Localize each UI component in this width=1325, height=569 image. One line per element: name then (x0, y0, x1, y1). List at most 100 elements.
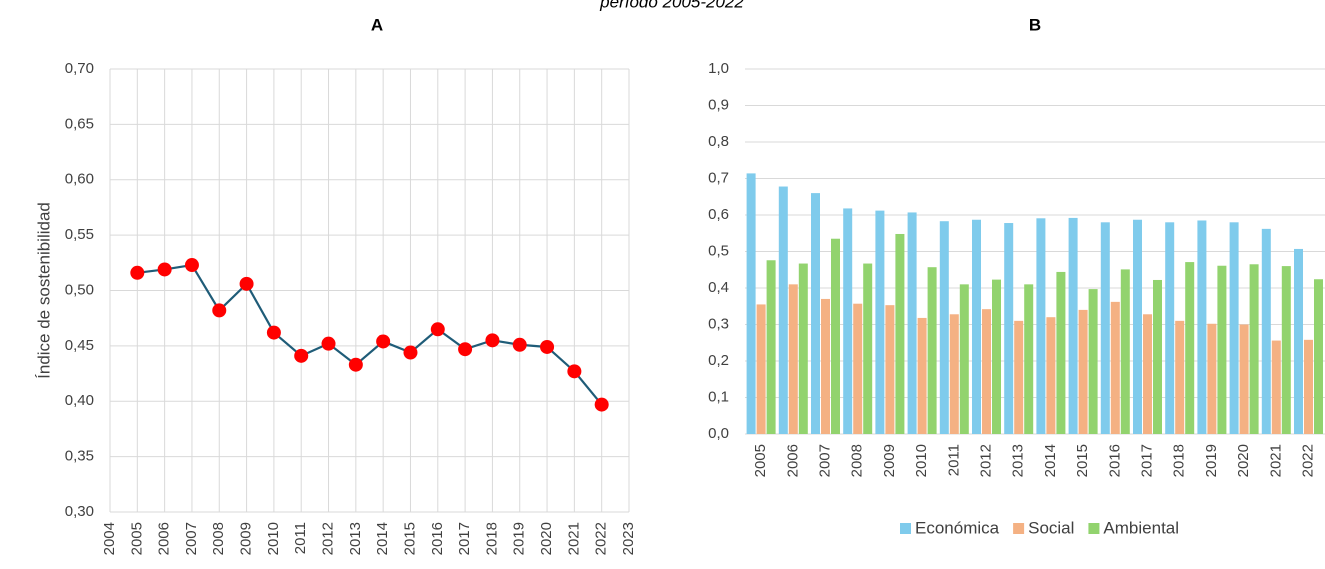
y-tick-label: 0,0 (708, 425, 729, 442)
y-tick-label: 0,6 (708, 206, 729, 223)
bar (1078, 309, 1088, 434)
bar (885, 305, 895, 434)
x-tick-label: 2018 (483, 522, 500, 555)
x-tick-label: 2016 (429, 522, 446, 555)
marker (376, 334, 391, 349)
x-tick-label: 2009 (881, 444, 898, 477)
marker (348, 357, 363, 372)
bar (875, 210, 885, 434)
x-tick-label: 2018 (1171, 444, 1188, 477)
panel-title: A (371, 15, 383, 34)
bar (895, 233, 905, 434)
marker (512, 337, 527, 352)
x-tick-label: 2014 (374, 522, 391, 555)
bar (1088, 289, 1098, 434)
bar (1004, 223, 1014, 434)
bar (917, 317, 927, 434)
x-tick-label: 2014 (1042, 444, 1059, 477)
y-tick-label: 0,60 (65, 171, 94, 188)
y-tick-label: 0,65 (65, 115, 94, 132)
x-tick-label: 2005 (752, 444, 769, 477)
y-tick-label: 0,70 (65, 60, 94, 77)
bar (1239, 324, 1249, 434)
y-tick-label: 0,55 (65, 226, 94, 243)
legend-label: Social (1028, 518, 1074, 537)
x-tick-label: 2006 (784, 444, 801, 477)
x-tick-label: 2008 (210, 522, 227, 555)
x-tick-label: 2012 (977, 444, 994, 477)
bar (1294, 248, 1303, 434)
marker (239, 276, 254, 291)
x-tick-label: 2020 (538, 522, 555, 555)
bar (1068, 217, 1078, 434)
bar (972, 219, 981, 434)
marker (403, 345, 418, 360)
y-tick-label: 0,1 (708, 388, 729, 405)
bar (939, 221, 949, 434)
x-tick-label: 2022 (1299, 444, 1316, 477)
bar (843, 208, 853, 434)
panel-title: B (1029, 15, 1041, 34)
x-tick-label: 2019 (511, 522, 528, 555)
x-tick-label: 2011 (945, 444, 962, 476)
x-tick-label: 2007 (816, 444, 833, 477)
bar (778, 186, 788, 434)
marker (594, 397, 609, 412)
bar (982, 309, 991, 434)
bar (1261, 228, 1271, 434)
bar (1271, 340, 1281, 434)
y-tick-label: 0,8 (708, 133, 729, 150)
bar (811, 193, 820, 434)
bar (853, 303, 863, 434)
x-tick-label: 2017 (456, 522, 473, 555)
bar (1304, 339, 1313, 434)
bar (1036, 218, 1046, 434)
marker (321, 336, 336, 351)
x-tick-label: 2009 (238, 522, 255, 555)
line (137, 263, 603, 406)
x-tick-label: 2011 (292, 522, 309, 554)
x-tick-label: 2008 (849, 444, 866, 477)
bar (1249, 264, 1259, 434)
x-tick-label: 2020 (1235, 444, 1252, 477)
bar (1281, 266, 1291, 434)
x-tick-label: 2006 (156, 522, 173, 555)
y-tick-label: 0,35 (65, 448, 94, 465)
x-tick-label: 2004 (101, 522, 118, 555)
y-tick-label: 0,30 (65, 503, 94, 520)
x-tick-label: 2012 (319, 522, 336, 555)
marker (294, 348, 309, 363)
marker (212, 303, 227, 318)
bar (1197, 220, 1207, 434)
marker (485, 333, 500, 348)
x-tick-label: 2015 (401, 522, 418, 555)
bar (1100, 222, 1110, 434)
y-tick-label: 0,5 (708, 242, 729, 259)
bar (788, 284, 798, 434)
marker (130, 265, 145, 280)
y-tick-label: 0,3 (708, 315, 729, 332)
y-tick-label: 0,40 (65, 392, 94, 409)
bar (992, 279, 1001, 434)
bar (821, 298, 830, 434)
marker (157, 262, 172, 277)
bar (1046, 317, 1056, 434)
bar (1185, 262, 1195, 434)
bar (949, 314, 959, 434)
bar (1207, 323, 1217, 434)
x-tick-label: 2019 (1203, 444, 1220, 477)
marker (458, 342, 473, 357)
x-tick-label: 2017 (1138, 444, 1155, 477)
bar (1143, 314, 1152, 434)
bar (907, 212, 917, 434)
y-tick-label: 1,0 (708, 60, 729, 77)
marker (540, 339, 555, 354)
x-tick-label: 2007 (183, 522, 200, 555)
legend-label: Ambiental (1103, 518, 1179, 537)
bar (756, 304, 766, 434)
bar (1014, 320, 1024, 434)
y-tick-label: 0,7 (708, 169, 729, 186)
legend-label: Económica (915, 518, 1000, 537)
x-tick-label: 2021 (565, 522, 582, 555)
